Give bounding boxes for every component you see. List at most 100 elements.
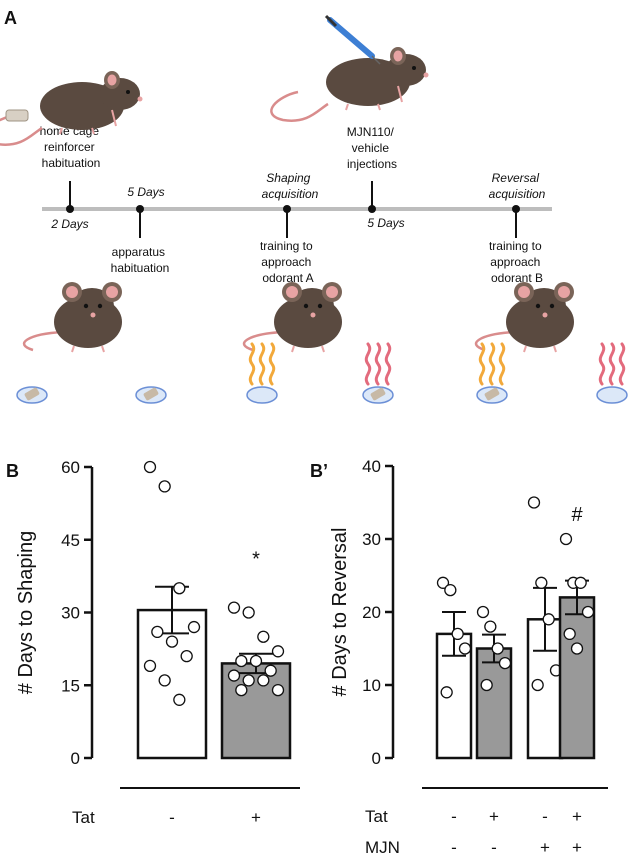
- dish-3: [246, 386, 278, 404]
- data-point-1-6: [264, 664, 277, 677]
- bar-0: [136, 608, 208, 760]
- tick-dot-home-cage: [66, 205, 74, 213]
- odor-b-icon: [364, 342, 392, 386]
- data-point-2-4: [531, 678, 544, 692]
- panel-b-prime-letter: B’: [310, 461, 328, 481]
- y-tick-label-45: 45: [61, 531, 80, 550]
- data-point-0-7: [143, 659, 157, 672]
- data-point-1-3: [498, 656, 512, 670]
- syringe-icon: [324, 14, 381, 65]
- data-point-0-8: [158, 674, 171, 687]
- y-axis-title: # Days to Shaping: [15, 531, 37, 694]
- group-level-3-1: +: [572, 838, 582, 857]
- data-point-0-4: [151, 625, 164, 639]
- data-point-1-5: [249, 654, 263, 668]
- event-apparatus-label: apparatus habituation: [111, 245, 170, 275]
- phase-reversal: Reversal acquisition: [489, 171, 546, 201]
- data-point-1-1: [242, 606, 255, 619]
- dish-6: [596, 386, 628, 404]
- data-point-1-2: [257, 630, 270, 643]
- panel-a-letter: A: [4, 8, 17, 28]
- event-home-cage-label: home cage reinforcer habituation: [40, 124, 103, 170]
- data-point-0-3: [458, 642, 472, 655]
- row-label-0: Tat: [72, 808, 95, 827]
- y-tick-label-30: 30: [362, 530, 381, 549]
- data-point-0-2: [173, 582, 186, 595]
- data-point-0-1: [158, 480, 171, 493]
- data-point-0-3: [187, 620, 201, 634]
- phase-shaping: Shaping acquisition: [262, 171, 319, 201]
- group-level-1-1: -: [491, 838, 497, 857]
- duration-apparatus: 5 Days: [127, 185, 164, 199]
- group-level-0-1: -: [451, 838, 457, 857]
- tick-dot-reversal: [512, 205, 520, 213]
- data-point-0-9: [173, 693, 186, 706]
- panel-a: A home cage reinforcer habituation 2 Day…: [0, 8, 628, 404]
- mouse-shaping-illustration: [242, 280, 344, 354]
- panel-b-letter: B: [6, 461, 19, 481]
- data-point-3-3: [581, 605, 595, 619]
- group-level-3-0: +: [572, 807, 582, 826]
- y-axis-title: # Days to Reversal: [329, 528, 351, 697]
- tick-dot-apparatus: [136, 205, 144, 213]
- pellet-home-cage-illustration: [5, 109, 29, 122]
- significance-marker-3: #: [571, 504, 583, 526]
- data-point-3-0: [559, 532, 573, 546]
- significance-marker-1: *: [252, 549, 260, 571]
- odor-a-icon: [248, 342, 276, 386]
- data-point-1-9: [257, 674, 270, 687]
- data-point-1-0: [476, 605, 490, 619]
- odor-b-icon-reversal: [598, 342, 626, 386]
- data-point-1-11: [235, 683, 248, 697]
- data-point-0-0: [436, 576, 450, 589]
- row-label-1: MJN: [365, 838, 400, 857]
- data-point-3-5: [570, 642, 584, 655]
- data-point-3-4: [563, 627, 576, 641]
- group-level-0-0: -: [169, 808, 175, 827]
- y-tick-label-15: 15: [61, 676, 80, 695]
- y-tick-label-30: 30: [61, 604, 80, 623]
- event-shaping-label: training to approach odorant A: [260, 239, 316, 285]
- group-level-0-0: -: [451, 807, 457, 826]
- y-tick-label-0: 0: [71, 749, 80, 768]
- data-point-1-10: [271, 683, 285, 697]
- y-tick-label-60: 60: [61, 458, 80, 477]
- chart-shaping: 0 15 30 45 60 # Days to Shaping - * + Tat: [15, 458, 300, 827]
- data-point-0-5: [165, 635, 179, 648]
- data-point-1-4: [235, 654, 248, 668]
- data-point-0-2: [451, 627, 464, 641]
- tick-dot-shaping: [283, 205, 291, 213]
- data-point-0-1: [444, 583, 457, 597]
- data-point-1-7: [227, 669, 241, 682]
- event-injections-label: MJN110/ vehicle injections: [347, 125, 397, 171]
- event-reversal-label: training to approach odorant B: [489, 239, 545, 285]
- data-point-0-0: [143, 460, 157, 474]
- group-level-2-0: -: [542, 807, 548, 826]
- data-point-1-0: [227, 601, 241, 614]
- data-point-0-6: [180, 650, 193, 663]
- y-tick-label-20: 20: [362, 603, 381, 622]
- bar-3: [558, 596, 596, 760]
- group-level-1-0: +: [489, 807, 499, 826]
- y-tick-label-10: 10: [362, 676, 381, 695]
- mouse-apparatus-illustration: [22, 280, 124, 354]
- data-point-1-2: [491, 642, 504, 655]
- tick-dot-injections: [368, 205, 376, 213]
- chart-reversal: 0 10 20 30 40 # Days to Reversal - - + - - + # + + Tat M…: [329, 457, 608, 857]
- mouse-injection-illustration: [270, 45, 430, 122]
- data-point-3-2: [574, 576, 587, 589]
- row-label-0: Tat: [365, 807, 388, 826]
- data-point-1-1: [484, 620, 497, 633]
- data-point-2-1: [535, 576, 548, 589]
- mouse-reversal-illustration: [474, 280, 576, 354]
- data-point-1-4: [480, 678, 493, 692]
- data-point-1-8: [242, 674, 255, 687]
- data-point-1-3: [271, 645, 285, 658]
- duration-injections: 5 Days: [367, 216, 404, 230]
- group-level-2-1: +: [540, 838, 550, 857]
- data-point-0-4: [440, 686, 453, 699]
- y-tick-label-40: 40: [362, 457, 381, 476]
- odor-a-icon-reversal: [478, 342, 506, 386]
- y-tick-label-0: 0: [372, 749, 381, 768]
